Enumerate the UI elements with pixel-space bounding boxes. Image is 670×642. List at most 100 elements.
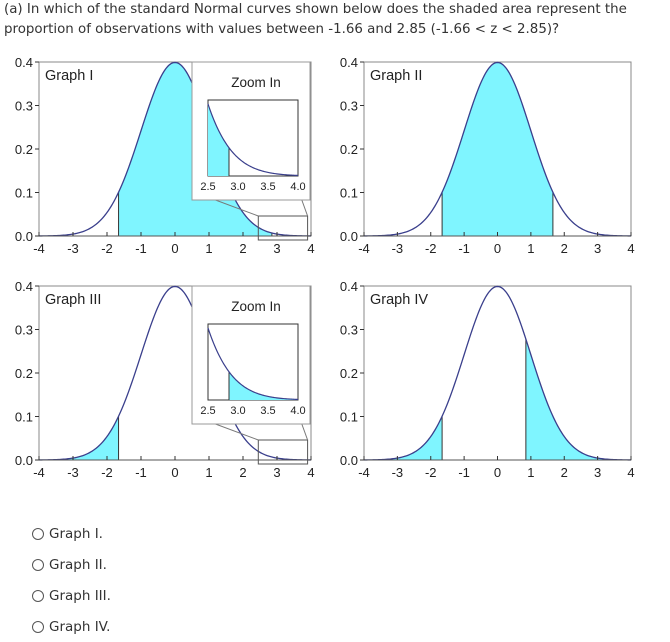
y-tick-label: 0.1 bbox=[340, 410, 358, 425]
x-tick-label: 0 bbox=[171, 465, 178, 480]
answer-options: Graph I. Graph II. Graph III. Graph IV. bbox=[32, 518, 111, 642]
option-graph-2[interactable]: Graph II. bbox=[32, 549, 111, 580]
y-tick-label: 0.3 bbox=[15, 323, 33, 338]
shaded-area bbox=[442, 62, 553, 236]
y-tick-label: 0.3 bbox=[15, 99, 33, 114]
graph-3-panel: -4 -3 -2 -1 0 1 2 3 4 0.0 0.1 0.2 0.3 0.4 Graph III Zoo… bbox=[15, 279, 315, 480]
normal-curve bbox=[363, 285, 632, 461]
graph-2-panel: -4 -3 -2 -1 0 1 2 3 4 0.0 0.1 0.2 0.3 0.4 Graph II bbox=[340, 55, 635, 256]
x-tick-label: -3 bbox=[67, 465, 79, 480]
y-tick-label: 0.0 bbox=[340, 229, 358, 244]
y-tick-label: 0.1 bbox=[15, 186, 33, 201]
zoom-plot-frame bbox=[207, 323, 299, 401]
zoom-curve bbox=[207, 327, 299, 401]
option-graph-4[interactable]: Graph IV. bbox=[32, 611, 111, 642]
x-tick-label: -1 bbox=[458, 241, 470, 256]
question-line-2: proportion of observations with values b… bbox=[4, 22, 560, 37]
x-tick-label: -4 bbox=[358, 241, 370, 256]
x-tick-label: 0 bbox=[494, 465, 501, 480]
x-tick-label: -2 bbox=[101, 465, 113, 480]
y-tick-label: 0.3 bbox=[340, 99, 358, 114]
x-tick-label: 1 bbox=[527, 465, 534, 480]
radio-icon[interactable] bbox=[32, 558, 44, 571]
y-tick-label: 0.4 bbox=[340, 55, 358, 70]
x-tick-label: 0 bbox=[494, 241, 501, 256]
y-tick-label: 0.0 bbox=[15, 453, 33, 468]
x-tick-label: -3 bbox=[392, 241, 404, 256]
option-label: Graph II. bbox=[49, 556, 107, 573]
x-tick-label: 3 bbox=[594, 465, 601, 480]
zoom-tick-label: 4.0 bbox=[290, 181, 305, 193]
x-tick-label: 4 bbox=[627, 465, 634, 480]
zoom-tick-label: 3.0 bbox=[230, 405, 245, 417]
radio-icon[interactable] bbox=[32, 527, 44, 540]
x-tick-label: -3 bbox=[392, 465, 404, 480]
option-label: Graph I. bbox=[49, 525, 103, 542]
x-tick-label: -1 bbox=[458, 465, 470, 480]
zoom-region-box bbox=[257, 215, 309, 241]
shaded-area-left-tail bbox=[364, 416, 443, 460]
x-tick-label: -4 bbox=[33, 465, 45, 480]
y-tick-label: 0.4 bbox=[15, 279, 33, 294]
graph-title: Graph III bbox=[45, 292, 101, 308]
y-tick-label: 0.1 bbox=[15, 410, 33, 425]
question-text: (a) In which of the standard Normal curv… bbox=[4, 0, 668, 40]
x-tick-label: -1 bbox=[135, 241, 147, 256]
x-tick-label: -2 bbox=[425, 465, 437, 480]
y-tick-label: 0.0 bbox=[15, 229, 33, 244]
zoom-tick-label: 3.5 bbox=[260, 181, 275, 193]
graph-1-panel: -4 -3 -2 -1 0 1 2 3 4 0.0 0.1 0.2 0.3 0.4 Graph I Zoom … bbox=[15, 55, 315, 256]
x-tick-label: 2 bbox=[239, 241, 246, 256]
zoom-curve bbox=[207, 103, 299, 177]
x-tick-label: -4 bbox=[33, 241, 45, 256]
option-label: Graph III. bbox=[49, 587, 111, 604]
zoom-label: Zoom In bbox=[231, 299, 281, 314]
x-tick-label: -1 bbox=[135, 465, 147, 480]
x-tick-label: 2 bbox=[239, 465, 246, 480]
zoom-tick-label: 2.5 bbox=[200, 405, 215, 417]
shaded-area-right-tail bbox=[525, 339, 631, 460]
radio-icon[interactable] bbox=[32, 589, 44, 602]
x-tick-label: 2 bbox=[561, 241, 568, 256]
y-tick-label: 0.2 bbox=[340, 142, 358, 157]
y-tick-label: 0.1 bbox=[340, 186, 358, 201]
x-tick-label: 2 bbox=[561, 465, 568, 480]
radio-icon[interactable] bbox=[32, 620, 44, 633]
y-tick-label: 0.4 bbox=[15, 55, 33, 70]
x-tick-label: -2 bbox=[101, 241, 113, 256]
option-graph-1[interactable]: Graph I. bbox=[32, 518, 111, 549]
normal-curve bbox=[38, 61, 312, 237]
zoom-shaded-area bbox=[208, 104, 229, 176]
x-tick-label: 3 bbox=[273, 241, 280, 256]
plot-frame bbox=[363, 285, 632, 461]
option-graph-3[interactable]: Graph III. bbox=[32, 580, 111, 611]
x-tick-label: 4 bbox=[307, 241, 314, 256]
graph-title: Graph IV bbox=[370, 292, 428, 308]
y-tick-label: 0.3 bbox=[340, 323, 358, 338]
shaded-area bbox=[39, 416, 119, 460]
x-tick-label: 4 bbox=[627, 241, 634, 256]
zoom-tick-label: 3.5 bbox=[260, 405, 275, 417]
normal-curve bbox=[363, 61, 632, 237]
option-label: Graph IV. bbox=[49, 618, 111, 635]
y-tick-label: 0.2 bbox=[15, 366, 33, 381]
zoom-tick-label: 4.0 bbox=[290, 405, 305, 417]
normal-curve bbox=[38, 285, 312, 461]
x-tick-label: -3 bbox=[67, 241, 79, 256]
x-tick-label: 3 bbox=[594, 241, 601, 256]
zoom-tick-label: 3.0 bbox=[230, 181, 245, 193]
x-tick-label: 0 bbox=[171, 241, 178, 256]
question-line-1: (a) In which of the standard Normal curv… bbox=[4, 2, 627, 17]
y-tick-label: 0.0 bbox=[340, 453, 358, 468]
x-tick-label: 3 bbox=[273, 465, 280, 480]
graph-title: Graph II bbox=[370, 68, 422, 84]
x-tick-label: 1 bbox=[205, 241, 212, 256]
zoom-label: Zoom In bbox=[231, 75, 281, 90]
y-tick-label: 0.4 bbox=[340, 279, 358, 294]
x-tick-label: -2 bbox=[425, 241, 437, 256]
graph-title: Graph I bbox=[45, 68, 93, 84]
y-tick-label: 0.2 bbox=[15, 142, 33, 157]
zoom-region-box bbox=[257, 439, 309, 465]
graph-4-panel: -4 -3 -2 -1 0 1 2 3 4 0.0 0.1 0.2 0.3 0.4 Graph IV bbox=[340, 279, 635, 480]
x-tick-label: 1 bbox=[205, 465, 212, 480]
